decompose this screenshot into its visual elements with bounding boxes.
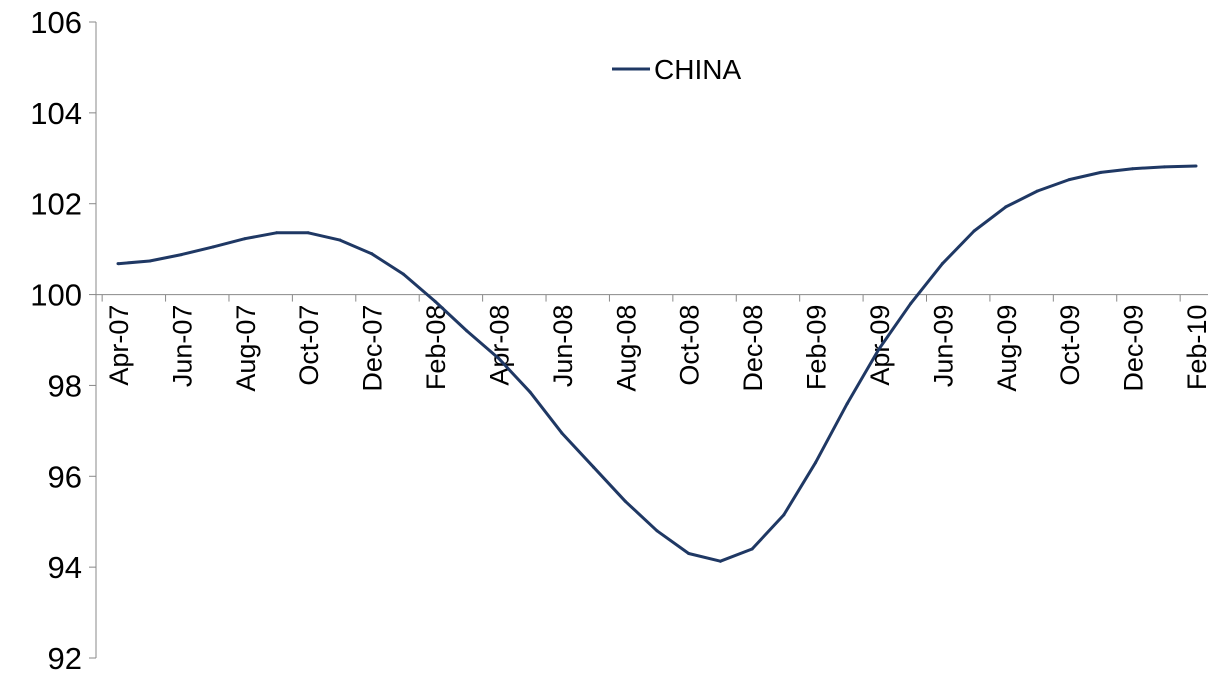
- y-tick-label: 102: [30, 187, 82, 222]
- x-tick-label: Feb-08: [421, 305, 451, 391]
- data-point: [433, 299, 437, 303]
- data-point: [1035, 189, 1039, 193]
- legend-label-china: CHINA: [654, 54, 741, 85]
- data-point: [370, 252, 374, 256]
- y-tick-label: 106: [30, 5, 82, 40]
- data-point: [306, 231, 310, 235]
- data-point: [560, 431, 564, 435]
- series-line-china: [117, 164, 1197, 563]
- data-point: [243, 237, 247, 241]
- data-point: [877, 347, 881, 351]
- data-point: [592, 465, 596, 469]
- data-point: [465, 329, 469, 333]
- x-tick-label: Dec-07: [358, 305, 388, 392]
- data-point: [211, 245, 215, 249]
- y-tick-label: 98: [48, 368, 82, 403]
- x-tick-label: Feb-10: [1182, 305, 1212, 391]
- legend: CHINA: [612, 54, 741, 85]
- data-point: [401, 272, 405, 276]
- data-point: [782, 513, 786, 517]
- data-point: [845, 402, 849, 406]
- data-point: [687, 552, 691, 556]
- data-point: [116, 262, 120, 266]
- x-tick-label: Oct-09: [1055, 305, 1085, 386]
- data-point: [179, 253, 183, 257]
- data-point: [338, 238, 342, 242]
- x-tick-label: Dec-08: [738, 305, 768, 392]
- data-point: [814, 461, 818, 465]
- data-point: [940, 262, 944, 266]
- data-point: [528, 390, 532, 394]
- x-tick-label: Feb-09: [802, 305, 832, 391]
- y-axis: 92 94 96 98 100 102 104 106: [30, 5, 97, 673]
- y-tick-label: 100: [30, 278, 82, 313]
- x-tick-label: Jun-07: [167, 305, 197, 388]
- x-tick-label: Apr-07: [104, 305, 134, 386]
- data-point: [1004, 205, 1008, 209]
- data-point: [148, 259, 152, 263]
- x-tick-label: Jun-09: [928, 305, 958, 388]
- x-tick-label: Oct-07: [294, 305, 324, 386]
- y-tick-label: 94: [48, 550, 82, 585]
- x-tick-label: Oct-08: [675, 305, 705, 386]
- data-point: [623, 499, 627, 503]
- x-tick-label: Dec-09: [1119, 305, 1149, 392]
- x-tick-label: Aug-08: [611, 305, 641, 392]
- data-point: [750, 547, 754, 551]
- x-tick-label: Aug-07: [231, 305, 261, 392]
- x-tick-label: Jun-08: [548, 305, 578, 388]
- data-point: [1194, 164, 1198, 168]
- data-point: [972, 229, 976, 233]
- data-point: [1099, 170, 1103, 174]
- y-tick-label: 96: [48, 459, 82, 494]
- x-tick-label: Apr-08: [484, 305, 514, 386]
- data-point: [718, 559, 722, 563]
- data-point: [1162, 165, 1166, 169]
- y-tick-label: 92: [48, 641, 82, 673]
- y-tick-label: 104: [30, 96, 82, 131]
- x-tick-label: Aug-09: [992, 305, 1022, 392]
- data-point: [275, 231, 279, 235]
- data-point: [496, 356, 500, 360]
- series-group: [116, 164, 1198, 563]
- data-point: [655, 529, 659, 533]
- data-point: [1067, 178, 1071, 182]
- x-axis: Apr-07 Jun-07 Aug-07 Oct-07 Dec-07 Feb-08 Apr-…: [96, 294, 1212, 392]
- data-point: [909, 302, 913, 306]
- data-point: [1131, 167, 1135, 171]
